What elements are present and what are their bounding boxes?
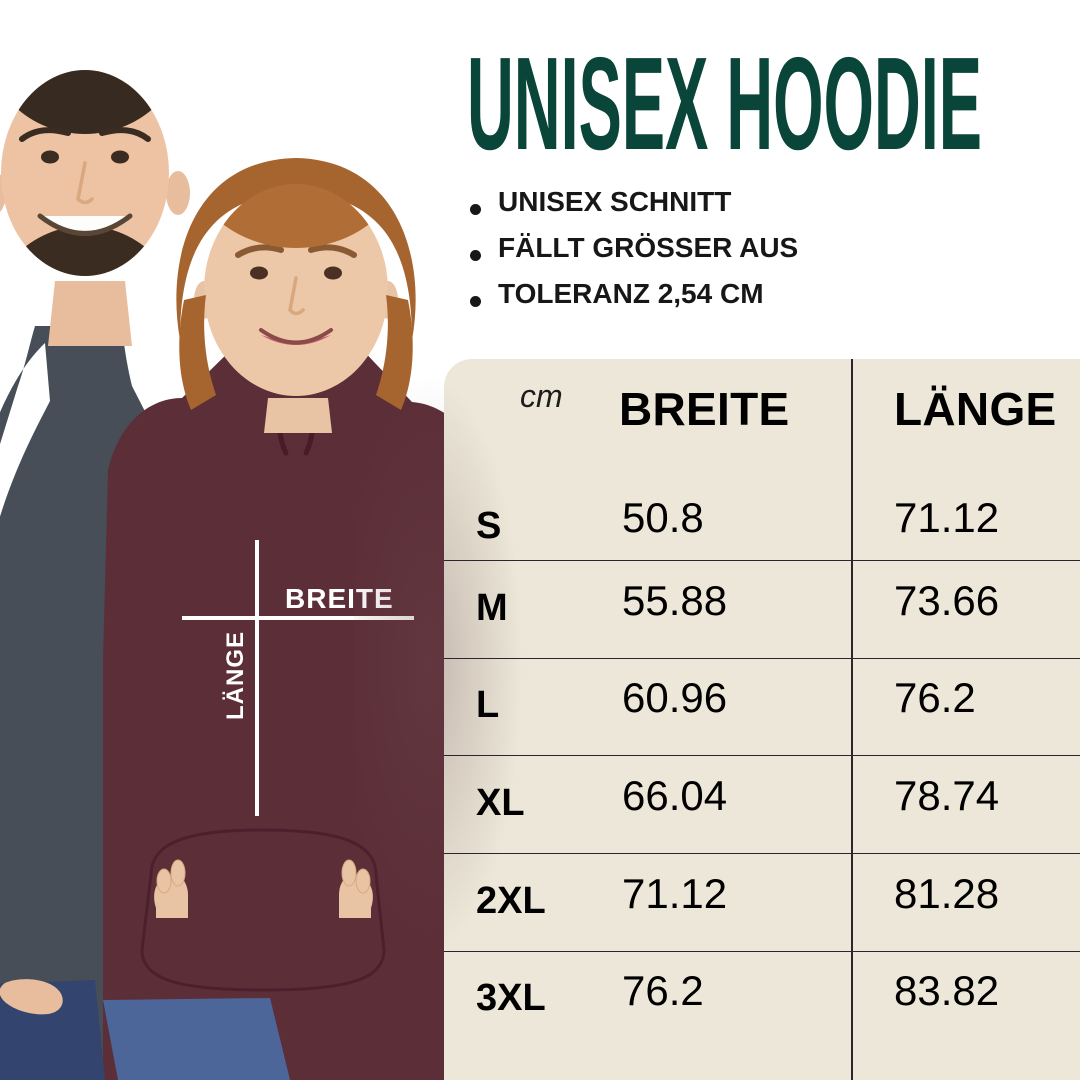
svg-text:BREITE: BREITE (285, 583, 394, 614)
svg-text:LÄNGE: LÄNGE (222, 631, 249, 720)
